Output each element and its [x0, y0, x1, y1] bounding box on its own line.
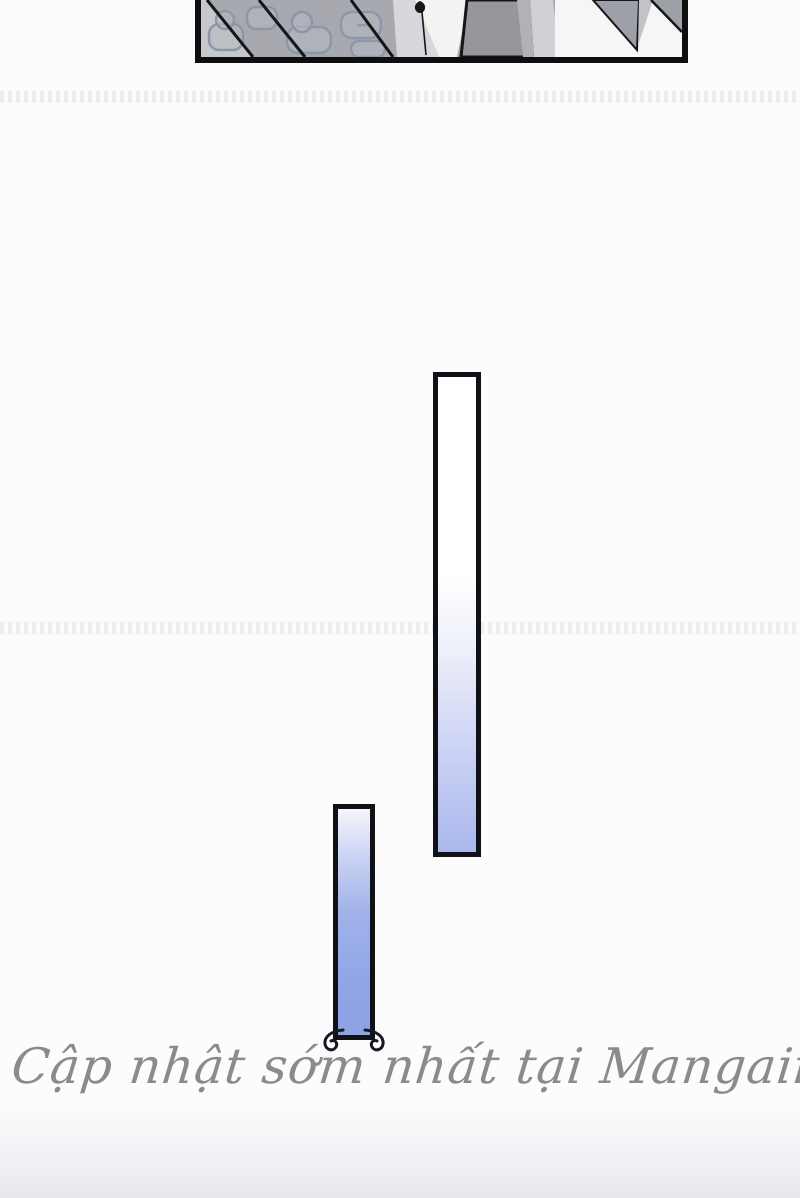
gradient-transition-bar-tall [433, 372, 481, 857]
comic-panel-artwork [201, 0, 682, 57]
paper-texture-band-middle [0, 622, 800, 634]
gradient-transition-bar-short [323, 804, 385, 1052]
scroll-curl-right-icon [363, 1028, 385, 1052]
scroll-curl-left-icon [323, 1028, 345, 1052]
paper-texture-band-top [0, 91, 800, 103]
comic-panel [195, 0, 688, 63]
site-watermark-text: Cập nhật sớm nhất tại Mangaii [9, 1038, 800, 1095]
page-bottom-shade [0, 1103, 800, 1198]
